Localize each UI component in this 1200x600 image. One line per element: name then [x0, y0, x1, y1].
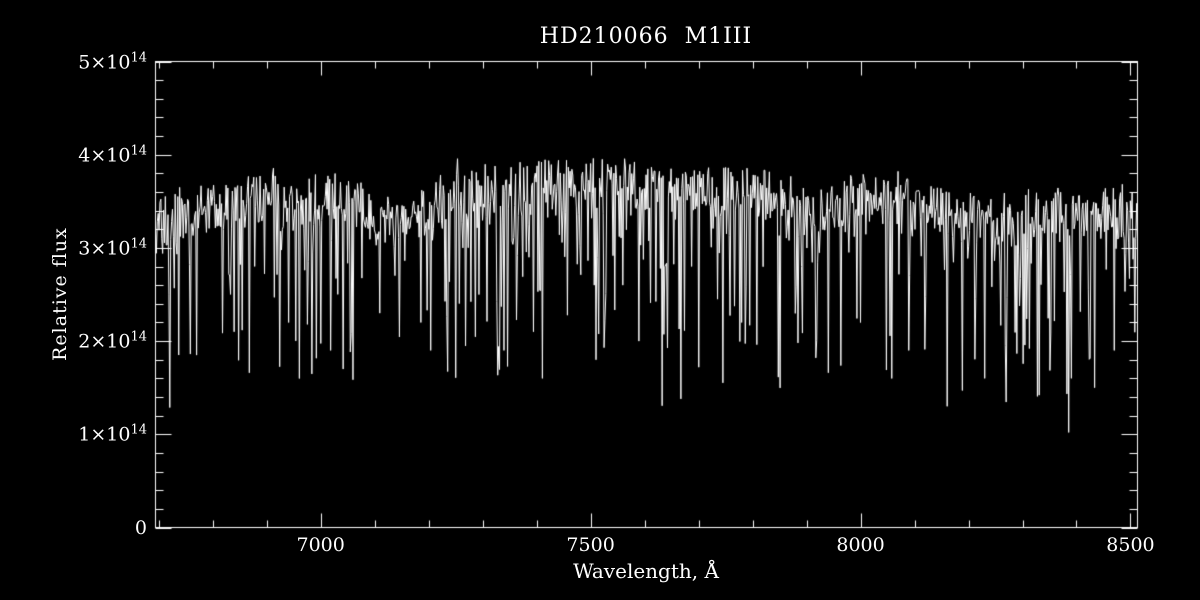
x-axis-title: Wavelength, Å [573, 559, 719, 583]
x-tick-label-7000: 7000 [296, 534, 345, 556]
y-tick-label-2: 2×1014 [78, 329, 147, 353]
y-tick-label-0: 0 [134, 516, 147, 539]
y-tick-label-3: 3×1014 [78, 236, 147, 260]
plot-title: HD210066 M1III [539, 24, 753, 49]
y-tick-label-1: 1×1014 [78, 422, 147, 446]
y-tick-label-5: 5×1014 [78, 49, 147, 74]
y-tick-label-4: 4×1014 [78, 143, 147, 167]
x-tick-label-8500: 8500 [1106, 534, 1155, 556]
x-tick-label-8000: 8000 [836, 534, 885, 556]
x-tick-label-7500: 7500 [566, 534, 615, 556]
y-axis-title: Relative flux [49, 227, 71, 361]
